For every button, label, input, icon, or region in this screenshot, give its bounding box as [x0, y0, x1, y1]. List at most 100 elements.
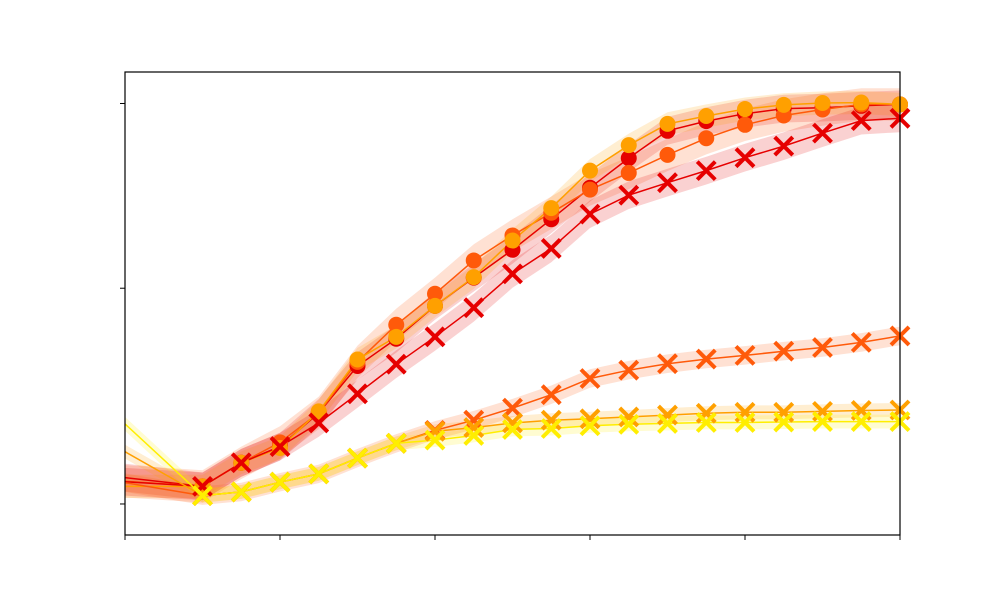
series-1-point — [465, 252, 482, 269]
series-6-x-stroke — [192, 485, 213, 507]
series-3-point — [773, 135, 795, 157]
series-3-point — [269, 436, 291, 457]
series-6-x-stroke — [424, 429, 446, 451]
series-6-x-stroke — [618, 413, 640, 435]
series-3-x-stroke — [773, 135, 795, 157]
series-5-point — [540, 409, 562, 431]
series-6-point — [540, 418, 562, 439]
series-6-x-stroke — [812, 411, 833, 432]
series-3-point — [385, 353, 407, 375]
series-3-band — [125, 104, 900, 501]
series-6-x-stroke — [773, 411, 795, 433]
series-6-point — [463, 425, 485, 446]
y-axis-ticks — [120, 102, 125, 505]
series-6-x-stroke — [657, 413, 678, 434]
series-6-x-stroke — [463, 425, 485, 446]
series-6-x-stroke — [695, 412, 717, 433]
series-4-x-stroke — [850, 331, 872, 353]
series-5-band — [125, 403, 900, 503]
series-lines — [124, 101, 901, 497]
series-4-x-stroke — [540, 384, 562, 406]
series-3-x-stroke — [540, 237, 562, 259]
series-2-point — [853, 94, 870, 111]
series-6-x-stroke — [269, 471, 291, 493]
series-3-x-stroke — [424, 326, 446, 348]
series-6-line — [124, 420, 900, 497]
series-6-x-stroke — [579, 415, 601, 437]
series-6-point — [657, 413, 678, 434]
series-6-point — [269, 471, 291, 493]
series-6-x-stroke — [347, 447, 368, 469]
series-4-point — [850, 331, 872, 353]
series-2-point — [659, 115, 676, 132]
series-4-x-stroke — [579, 368, 601, 389]
series-5-point — [579, 408, 601, 430]
series-1-point — [427, 285, 443, 302]
series-6-point — [424, 429, 446, 451]
series-6-point — [308, 463, 330, 485]
series-5-x-stroke — [502, 412, 523, 434]
series-5-point — [502, 412, 523, 434]
series-1-point — [659, 146, 676, 163]
series-6-point — [502, 419, 523, 440]
series-4-point — [540, 384, 562, 406]
series-6-point — [773, 411, 795, 433]
series-2-point — [349, 351, 366, 368]
series-1-point — [698, 130, 715, 147]
series-2-point — [427, 297, 443, 314]
series-5-x-stroke — [618, 406, 640, 428]
series-6-point — [618, 413, 640, 435]
series-1-point — [388, 316, 405, 333]
series-3-point — [734, 147, 756, 169]
series-5-x-stroke — [657, 404, 678, 426]
series-6-point — [230, 481, 252, 503]
series-5-point — [424, 420, 446, 442]
series-1-band — [125, 88, 900, 503]
series-4-band — [125, 326, 900, 505]
series-3-x-stroke — [579, 203, 601, 225]
series-1-point — [737, 116, 753, 133]
series-5-x-stroke — [424, 420, 446, 442]
series-3-point — [502, 263, 523, 285]
series-2-point — [814, 95, 831, 112]
series-6-band — [125, 414, 900, 503]
series-3-x-stroke — [269, 436, 291, 457]
series-3-point — [347, 383, 368, 405]
series-6-x-stroke — [850, 411, 872, 432]
series-6-point — [695, 412, 717, 433]
series-4-point — [773, 340, 795, 362]
series-3-point — [579, 203, 601, 225]
series-3-point — [657, 172, 678, 194]
series-4-point — [618, 359, 640, 381]
series-6-point — [579, 415, 601, 437]
series-3-x-stroke — [347, 383, 368, 405]
series-3-point — [812, 122, 833, 144]
series-5-point — [618, 406, 640, 428]
series-5-x-stroke — [579, 408, 601, 430]
series-3-x-stroke — [463, 297, 485, 319]
series-2-point — [504, 232, 521, 249]
series-3-point — [424, 326, 446, 348]
series-3-point — [850, 110, 872, 132]
series-4-point — [463, 409, 485, 431]
series-3-x-stroke — [502, 263, 523, 285]
series-2-point — [310, 403, 327, 420]
series-2-point — [388, 328, 405, 345]
series-2-point — [620, 137, 637, 154]
series-3-point — [308, 412, 330, 434]
series-4-point — [657, 353, 678, 375]
series-4-x-stroke — [734, 344, 756, 366]
series-4-point — [695, 348, 717, 370]
series-4-x-stroke — [695, 348, 717, 370]
series-0-point — [620, 150, 637, 167]
series-5-point — [657, 404, 678, 426]
series-6-x-stroke — [540, 418, 562, 439]
series-3-x-stroke — [812, 122, 833, 144]
series-3-point — [463, 297, 485, 319]
series-3-x-stroke — [385, 353, 407, 375]
series-4-x-stroke — [618, 359, 640, 381]
series-3-point — [230, 452, 252, 474]
series-3-point — [695, 160, 717, 182]
series-4-point — [734, 344, 756, 366]
